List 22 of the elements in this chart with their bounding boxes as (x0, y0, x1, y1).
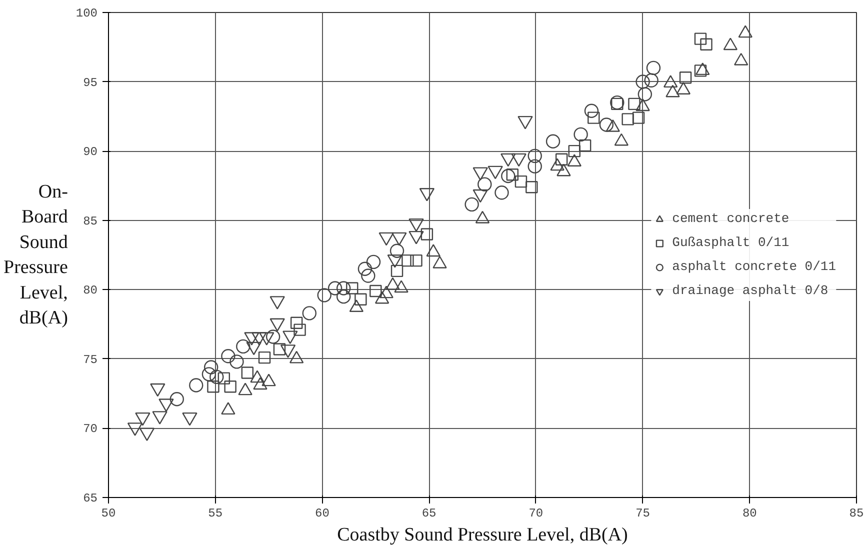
y-tick-label: 70 (83, 422, 98, 436)
y-tick-label: 90 (83, 145, 98, 160)
legend-label: asphalt concrete 0/11 (672, 259, 836, 274)
x-tick-label: 65 (422, 506, 436, 520)
x-tick-label: 60 (315, 506, 330, 520)
y-tick-label: 75 (83, 352, 98, 367)
y-tick-label: 95 (83, 76, 98, 90)
x-tick-label: 80 (742, 506, 757, 520)
x-tick-label: 70 (528, 506, 544, 520)
legend-label: Gußasphalt 0/11 (672, 235, 790, 250)
y-axis-title: On- Board Sound Pressure Level, dB(A) (4, 182, 68, 328)
x-tick-label: 75 (636, 506, 650, 520)
y-tick-label: 65 (83, 492, 98, 506)
x-tick-label: 50 (101, 506, 116, 520)
y-tick-label: 85 (83, 214, 98, 228)
legend-label: drainage asphalt 0/8 (672, 283, 828, 298)
x-tick-label: 85 (849, 506, 864, 520)
x-axis-title: Coastby Sound Pressure Level, dB(A) (337, 524, 628, 546)
x-tick-label: 55 (208, 506, 223, 520)
y-tick-label: 80 (83, 284, 98, 298)
legend-label: cement concrete (672, 211, 790, 226)
y-tick-label: 100 (76, 6, 98, 20)
